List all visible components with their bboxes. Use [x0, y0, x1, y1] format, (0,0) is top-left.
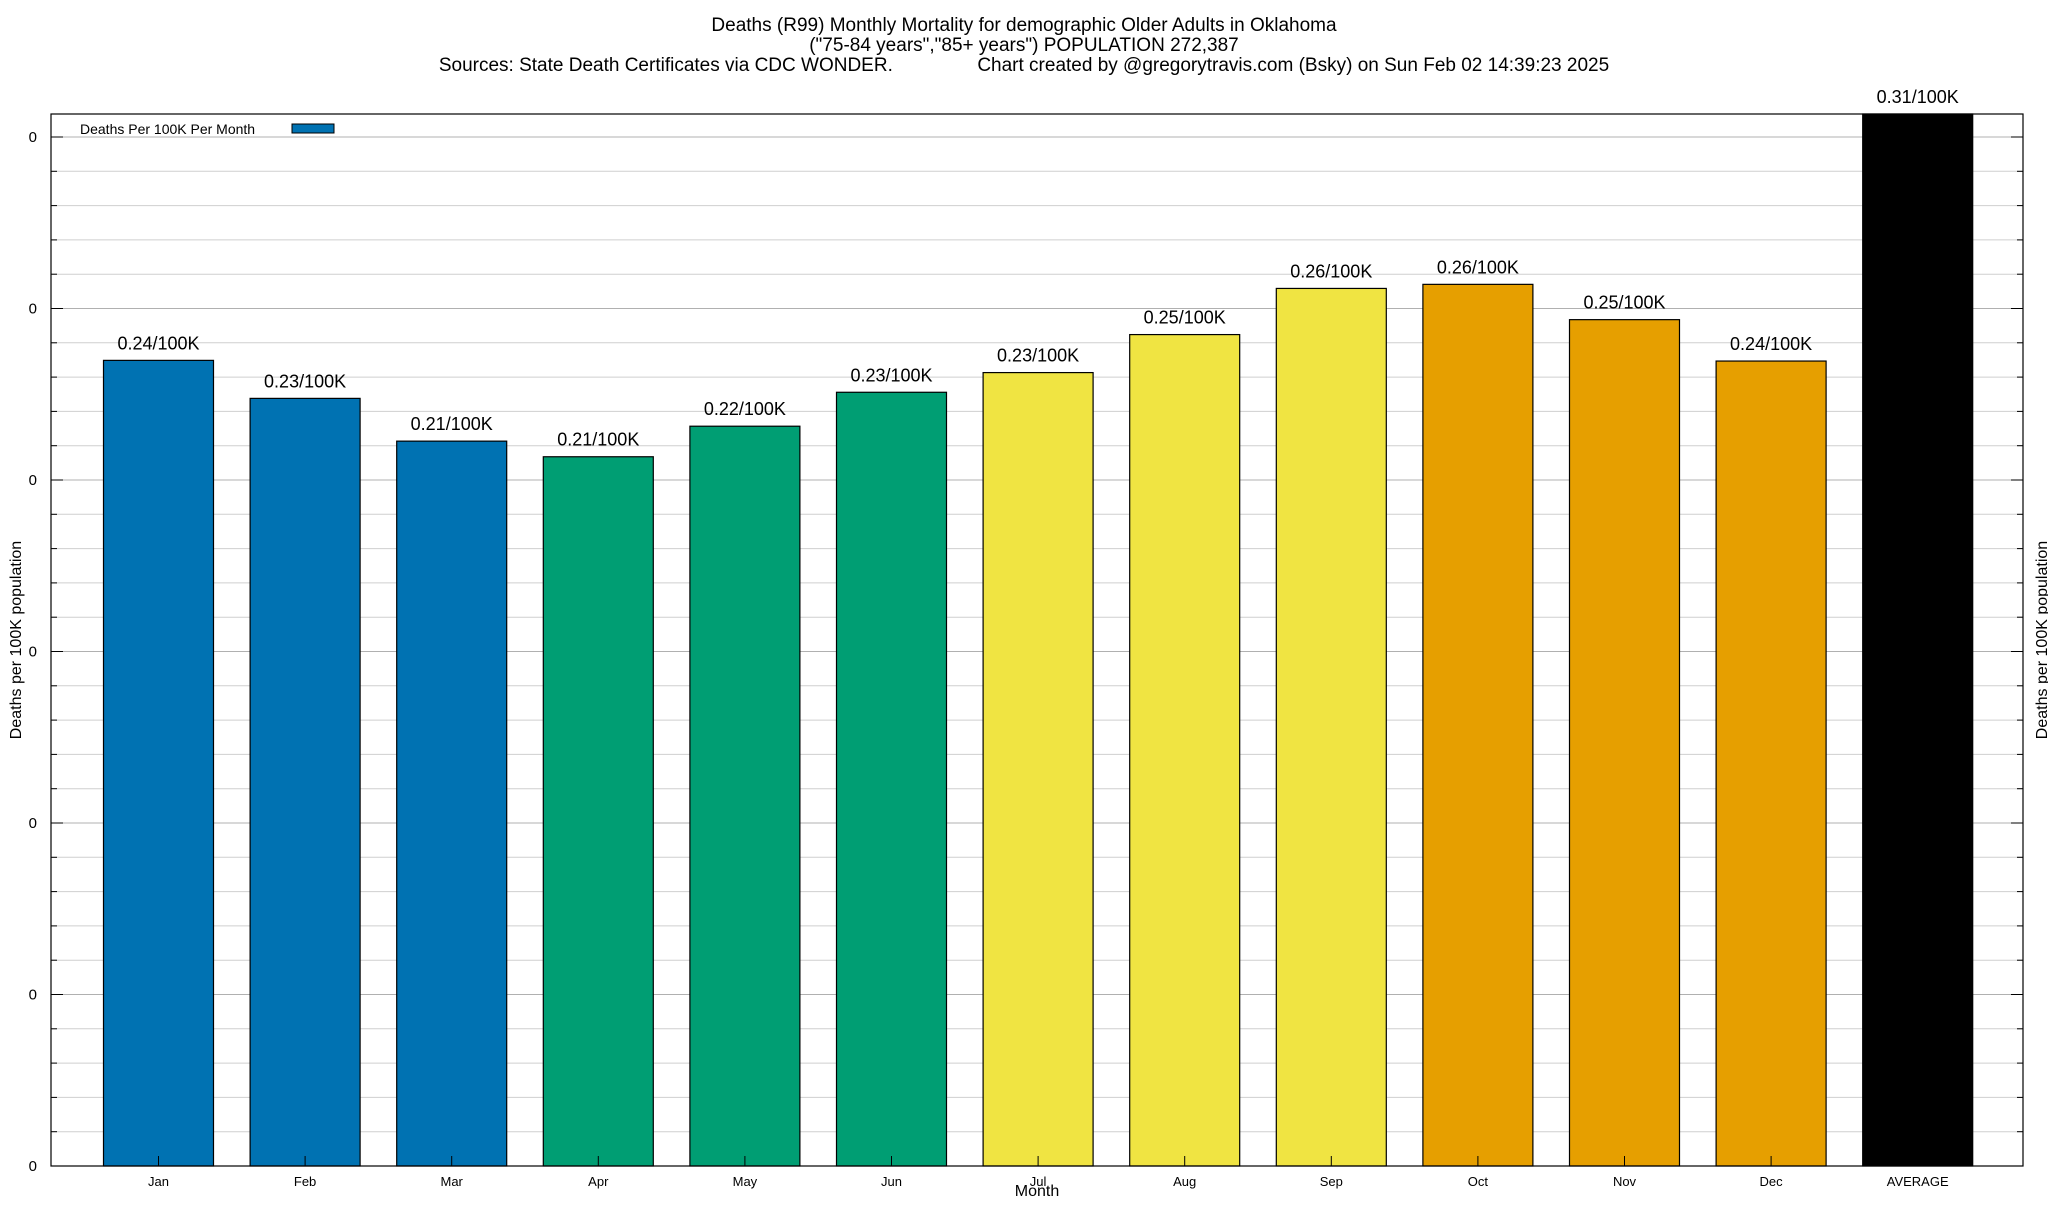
- bar-data-label: 0.25/100K: [1144, 308, 1226, 328]
- bar-data-label: 0.31/100K: [1877, 87, 1959, 107]
- chart-title: Deaths (R99) Monthly Mortality for demog…: [439, 15, 1609, 76]
- chart-title-line-1: Deaths (R99) Monthly Mortality for demog…: [711, 15, 1337, 36]
- x-tick-label: Jun: [881, 1174, 902, 1189]
- bar-data-label: 0.21/100K: [557, 430, 639, 450]
- x-tick-label: May: [733, 1174, 758, 1189]
- x-tick-label: AVERAGE: [1887, 1174, 1949, 1189]
- x-axis-categories: Jan Feb Mar Apr May Jun Jul Aug Sep Oct Nov Dec AVER…: [148, 1156, 1949, 1189]
- bar-jun: [835, 391, 948, 1167]
- bar-average: [1862, 113, 1974, 1167]
- bar-data-label: 0.26/100K: [1437, 257, 1519, 277]
- x-tick-label: Aug: [1173, 1174, 1196, 1189]
- bar-apr: [542, 456, 654, 1167]
- bar-may: [689, 425, 801, 1167]
- legend-swatch: [291, 123, 335, 134]
- legend-label: Deaths Per 100K Per Month: [80, 121, 255, 137]
- bar-dec: [1715, 360, 1827, 1167]
- chart-title-line-2: ("75-84 years","85+ years") POPULATION 2…: [809, 35, 1239, 56]
- x-axis-title: Month: [1015, 1183, 1059, 1200]
- bar-oct: [1422, 283, 1534, 1167]
- y-axis-title: Deaths per 100K population: [8, 541, 25, 739]
- bar-jan: [102, 359, 215, 1167]
- bar-data-label: 0.22/100K: [704, 399, 786, 419]
- bar-nov: [1568, 319, 1681, 1167]
- plot-frame: [50, 113, 2024, 1167]
- y-tick-label: 0: [29, 472, 37, 489]
- y-tick-label: 0: [29, 987, 37, 1004]
- bar-data-label: 0.23/100K: [850, 365, 932, 385]
- bar-sep: [1275, 287, 1387, 1167]
- bar-jul: [982, 371, 1094, 1167]
- x-tick-label: Oct: [1468, 1174, 1489, 1189]
- bar-data-label: 0.26/100K: [1290, 261, 1372, 281]
- bar-data-label: 0.23/100K: [264, 371, 346, 391]
- x-tick-label: Jan: [148, 1174, 169, 1189]
- x-tick-label: Jul: [1030, 1174, 1047, 1189]
- bar-mar: [396, 440, 508, 1167]
- bar-data-label: 0.25/100K: [1583, 293, 1665, 313]
- bar-data-label: 0.21/100K: [411, 414, 493, 434]
- chart-title-line-3: Sources: State Death Certificates via CD…: [439, 55, 1609, 76]
- x-tick-label: Nov: [1613, 1174, 1637, 1189]
- y2-axis-title: Deaths per 100K population: [2034, 541, 2048, 739]
- y-tick-label: 0: [29, 301, 37, 318]
- x-tick-label: Sep: [1320, 1174, 1343, 1189]
- bar-feb: [249, 397, 361, 1167]
- bar-data-label: 0.24/100K: [117, 333, 199, 353]
- y-tick-label: 0: [29, 815, 37, 832]
- y-tick-label: 0: [29, 1158, 37, 1175]
- legend: Deaths Per 100K Per Month: [80, 121, 335, 137]
- x-tick-label: Apr: [588, 1174, 609, 1189]
- x-tick-label: Mar: [441, 1174, 464, 1189]
- bar-aug: [1129, 333, 1241, 1167]
- y-tick-label: 0: [29, 644, 37, 661]
- x-tick-label: Feb: [294, 1174, 316, 1189]
- y-tick-label: 0: [29, 129, 37, 146]
- x-tick-label: Dec: [1760, 1174, 1784, 1189]
- bars: 0.24/100K 0.23/100K 0.21/100K 0.21/100K 0.22…: [102, 87, 1974, 1167]
- bar-data-label: 0.23/100K: [997, 346, 1079, 366]
- bar-data-label: 0.24/100K: [1730, 334, 1812, 354]
